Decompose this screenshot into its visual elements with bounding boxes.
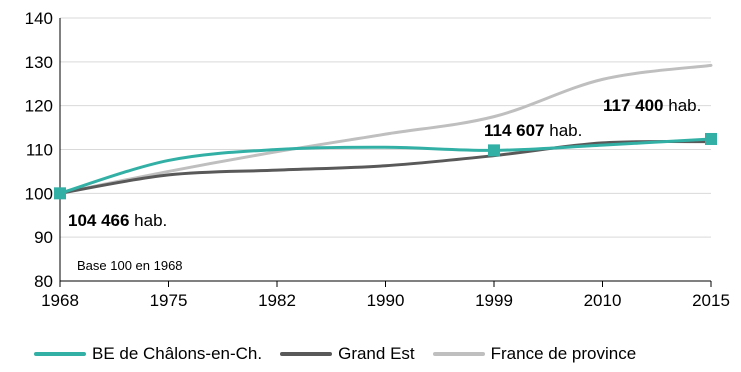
annotation-value: 117 400 [603, 96, 664, 115]
series-line-bechalons [58, 137, 713, 195]
series-line-france-province [58, 63, 713, 195]
y-tick-label: 80 [34, 272, 53, 291]
legend-swatch-france-province [432, 352, 485, 356]
x-tick-label: 2015 [692, 291, 730, 310]
y-tick-label: 130 [25, 53, 53, 72]
legend-item-bechalons: BE de Châlons-en-Ch. [34, 344, 262, 364]
population-annotation: 104 466 hab. [68, 211, 167, 230]
population-annotation: 114 607 hab. [484, 121, 582, 140]
base-note: Base 100 en 1968 [77, 258, 183, 273]
y-tick-label: 140 [25, 9, 53, 28]
annotation-unit: hab. [545, 121, 583, 140]
x-tick-label: 2010 [584, 291, 622, 310]
x-tick-label: 1982 [258, 291, 296, 310]
line-chart: 80 90 100 110 120 130 140 1968 1975 1982 1990 1999 2… [25, 9, 730, 310]
x-tick-label: 1999 [475, 291, 513, 310]
annotation-unit: hab. [664, 96, 702, 115]
y-tick-label: 120 [25, 97, 53, 116]
legend-item-grand-est: Grand Est [280, 344, 415, 364]
legend-label-france-province: France de province [490, 344, 637, 363]
legend-item-france-province: France de province [432, 344, 637, 364]
annotation-value: 114 607 [484, 121, 545, 140]
y-tick-label: 90 [34, 228, 53, 247]
data-marker [488, 144, 500, 157]
population-annotation: 117 400 hab. [603, 96, 701, 115]
series-line-grand-est [58, 139, 713, 195]
y-tick-label: 100 [25, 184, 53, 203]
legend-label-bechalons: BE de Châlons-en-Ch. [92, 344, 263, 363]
legend-label-grand-est: Grand Est [338, 344, 415, 363]
x-tick-label: 1990 [367, 291, 405, 310]
legend-swatch-grand-est [280, 352, 333, 356]
y-tick-label: 110 [26, 141, 53, 160]
annotation-unit: hab. [129, 211, 167, 230]
x-tick-label: 1975 [150, 291, 188, 310]
legend-swatch-bechalons [34, 352, 86, 356]
x-tick-label: 1968 [41, 291, 79, 310]
chart-legend: BE de Châlons-en-Ch. Grand Est France de… [34, 344, 741, 364]
data-marker [54, 187, 66, 200]
annotation-value: 104 466 [68, 211, 129, 230]
data-marker [705, 132, 717, 145]
